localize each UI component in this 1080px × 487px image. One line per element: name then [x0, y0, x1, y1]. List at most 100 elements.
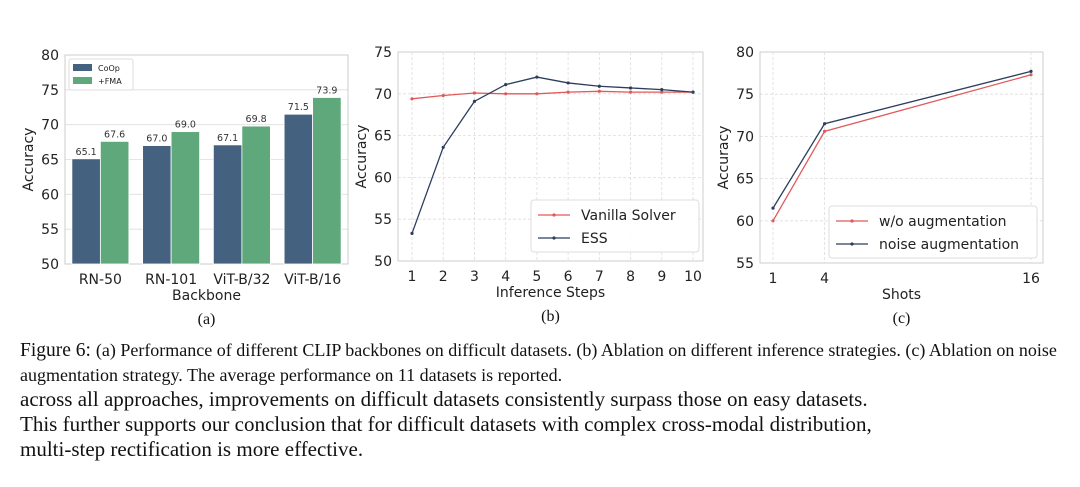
bar-value-label: 73.9: [316, 85, 337, 96]
data-point: [660, 88, 664, 92]
legend-marker: [552, 236, 556, 240]
x-tick-label: 7: [595, 269, 604, 285]
x-tick-label: 9: [657, 269, 666, 285]
y-tick-label: 50: [41, 257, 59, 273]
data-point: [691, 90, 695, 94]
legend-box: [530, 199, 700, 253]
y-tick-label: 55: [41, 222, 59, 238]
bar-value-label: 67.1: [217, 133, 238, 144]
bar-coop: [71, 158, 101, 265]
y-tick-label: 50: [374, 254, 392, 270]
x-tick-label: ViT-B/16: [284, 272, 341, 288]
y-tick-label: 80: [41, 48, 59, 64]
legend-label: CoOp: [98, 64, 120, 73]
data-point: [823, 122, 827, 126]
series-line-ess: [411, 76, 694, 234]
x-axis-label: Backbone: [172, 288, 241, 304]
body-text: across all approaches, improvements on d…: [20, 387, 1070, 462]
plot-frame: [64, 54, 349, 265]
x-tick-label: 4: [501, 269, 510, 285]
bar-value-label: 67.0: [146, 134, 167, 145]
x-axis-label: Shots: [882, 287, 921, 303]
legend-label: noise augmentation: [879, 237, 1019, 253]
legend: CoOp +FMA: [68, 58, 134, 91]
data-point: [597, 84, 601, 88]
data-point: [628, 90, 633, 94]
x-tick-label: 2: [439, 269, 448, 285]
bar-coop: [212, 144, 243, 265]
caption-label: Figure 6:: [20, 340, 91, 361]
plot-frame: [397, 51, 704, 262]
data-point: [504, 83, 508, 87]
data-point: [1029, 73, 1033, 77]
bar-fma: [241, 125, 271, 265]
x-tick-label: 1: [769, 271, 778, 287]
y-tick-label: 55: [736, 256, 754, 272]
y-tick-label: 65: [41, 153, 59, 169]
data-point: [771, 219, 775, 223]
chart-a-backbones: 50 55 60 65 70 75 80 Accuracy Backbone (a) RN-50 65…: [21, 48, 349, 328]
y-tick-label: 70: [736, 129, 754, 145]
x-tick-label: 1: [408, 269, 417, 285]
legend: Vanilla Solver ESS: [530, 199, 700, 253]
y-tick-label: 75: [41, 83, 59, 99]
data-point: [1029, 69, 1033, 74]
bar-coop: [142, 145, 172, 265]
body-line: across all approaches, improvements on d…: [20, 387, 868, 411]
x-tick-label: RN-101: [145, 272, 197, 288]
data-point: [660, 90, 664, 94]
data-point: [535, 92, 539, 96]
x-tick-label: 10: [684, 269, 702, 285]
legend-swatch: [73, 64, 92, 71]
y-tick-label: 65: [736, 172, 754, 188]
legend-marker: [850, 219, 854, 223]
bar-fma: [99, 140, 130, 265]
x-tick-label: ViT-B/32: [213, 272, 270, 288]
data-point: [472, 91, 477, 95]
x-tick-label: 6: [564, 269, 573, 285]
y-tick-label: 65: [374, 129, 392, 145]
y-axis-label: Accuracy: [354, 125, 370, 189]
series-line-vanilla-solver: [411, 90, 693, 100]
legend-box: [828, 205, 1038, 259]
x-tick-label: 8: [626, 269, 635, 285]
panel-label: (c): [893, 310, 911, 327]
bar-value-label: 69.0: [175, 120, 196, 131]
x-tick-label: 3: [470, 269, 479, 285]
series-line-noise-augmentation: [772, 70, 1032, 209]
y-tick-label: 60: [374, 170, 392, 186]
bar-value-label: 69.8: [246, 114, 267, 125]
legend-label: ESS: [581, 231, 608, 247]
x-tick-label: 4: [820, 271, 829, 287]
y-tick-label: 55: [374, 212, 392, 228]
bar-coop: [283, 113, 314, 265]
body-line: This further supports our conclusion tha…: [20, 412, 872, 436]
data-point: [597, 89, 601, 93]
legend-marker: [850, 242, 854, 246]
x-axis-label: Inference Steps: [496, 285, 605, 301]
bar-value-label: 71.5: [288, 102, 309, 113]
x-tick-label: 5: [532, 269, 541, 285]
legend-label: +FMA: [98, 77, 122, 86]
bar-value-label: 67.6: [104, 129, 125, 140]
legend-swatch: [73, 77, 92, 84]
data-point: [566, 81, 570, 85]
data-point: [771, 206, 775, 210]
y-tick-label: 70: [41, 118, 59, 134]
data-point: [472, 99, 477, 103]
figure-6: 50556065707580AccuracyBackbone(a)RN-5065…: [21, 45, 1044, 328]
panel-label: (a): [198, 311, 216, 328]
bar-fma: [170, 131, 201, 265]
y-tick-label: 80: [736, 45, 754, 61]
data-point: [410, 231, 414, 236]
x-tick-label: RN-50: [79, 272, 122, 288]
data-point: [441, 145, 445, 149]
data-point: [441, 93, 445, 98]
legend-label: w/o augmentation: [879, 214, 1007, 230]
bar-value-label: 65.1: [76, 147, 97, 158]
data-point: [628, 86, 633, 90]
chart-c-shots: 55 60 65 70 75 80 Accuracy Shots (c) 1 4 16 w/o augm…: [716, 45, 1044, 327]
panel-label: (b): [541, 308, 560, 325]
bar-fma: [312, 97, 342, 265]
